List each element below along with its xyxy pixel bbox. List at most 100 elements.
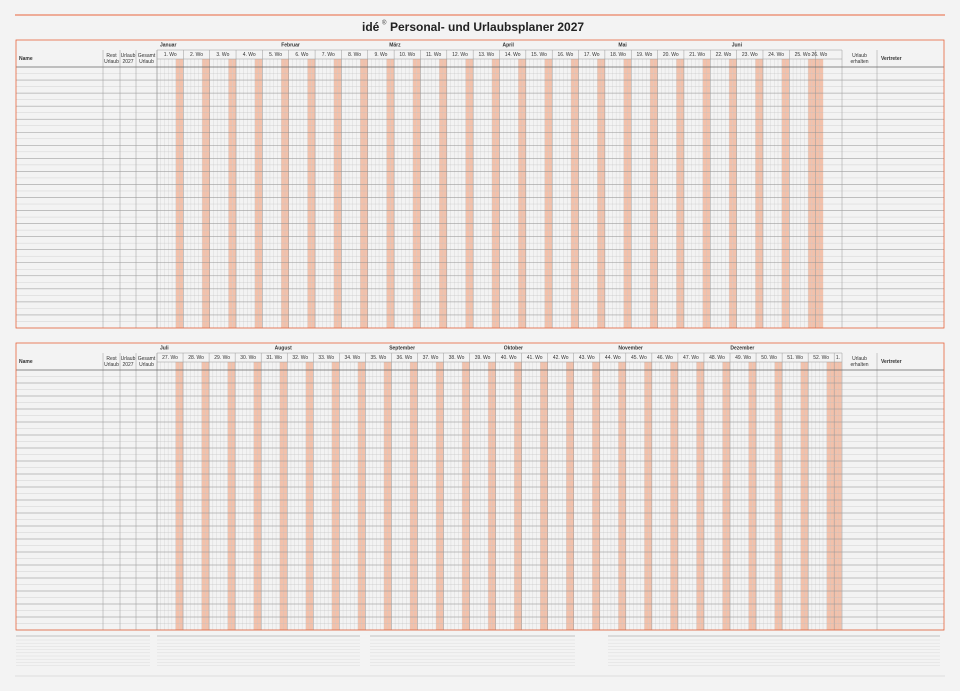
week-label: 33. Wo xyxy=(318,355,334,361)
planner-half: 27. Wo 28. Wo 29. Wo 30. Wo 31. Wo 32. Wo 33. … xyxy=(15,342,945,631)
month-label: Dezember xyxy=(730,345,754,351)
rest-header: Urlaub xyxy=(104,362,119,368)
weekend-shade xyxy=(412,59,417,328)
gesamt-header: Urlaub xyxy=(139,362,154,368)
weekend-shade xyxy=(309,362,314,630)
weekend-shade xyxy=(785,59,790,328)
weekend-shade xyxy=(175,362,180,630)
weekend-shade xyxy=(543,362,548,630)
name-header: Name xyxy=(19,359,33,365)
weekend-shade xyxy=(732,59,737,328)
week-label: 22. Wo xyxy=(716,52,732,58)
weekend-shade xyxy=(834,362,838,630)
week-label: 19. Wo xyxy=(637,52,653,58)
week-label: 7. Wo xyxy=(322,52,335,58)
weekend-shade xyxy=(804,362,809,630)
weekend-shade xyxy=(361,362,366,630)
week-label: 15. Wo xyxy=(531,52,547,58)
month-label: Juni xyxy=(732,42,743,48)
planner-half: 1. Wo 2. Wo 3. Wo 4. Wo 5. Wo 6. Wo 7. Wo 8. Wo… xyxy=(15,39,945,329)
urlaub-header: 2027 xyxy=(122,59,133,65)
weekend-shade xyxy=(386,59,391,328)
weekend-shade xyxy=(648,362,652,630)
weekend-shade xyxy=(284,59,289,328)
week-label: 1. Wo xyxy=(164,52,177,58)
week-label: 42. Wo xyxy=(553,355,569,361)
week-label: 16. Wo xyxy=(557,52,573,58)
weekend-shade xyxy=(331,362,336,630)
month-label: November xyxy=(618,345,643,351)
planner-halves: 1. Wo 2. Wo 3. Wo 4. Wo 5. Wo 6. Wo 7. Wo 8. Wo… xyxy=(15,39,945,631)
weekend-shade xyxy=(257,362,262,630)
week-label: 24. Wo xyxy=(768,52,784,58)
week-label: 18. Wo xyxy=(610,52,626,58)
weekend-shade xyxy=(597,59,602,328)
rest-header: Urlaub xyxy=(104,59,119,65)
week-label: 4. Wo xyxy=(243,52,256,58)
weekend-shade xyxy=(491,362,496,630)
week-label: 30. Wo xyxy=(240,355,256,361)
weekend-shade xyxy=(811,59,816,328)
brand: idé xyxy=(362,20,380,34)
month-label: Januar xyxy=(160,42,176,48)
weekend-shade xyxy=(574,59,579,328)
weekend-shade xyxy=(722,362,727,630)
weekend-shade xyxy=(819,59,824,328)
weekend-shade xyxy=(752,362,757,630)
weekend-shade xyxy=(650,59,654,328)
weekend-shade xyxy=(201,362,206,630)
weekend-shade xyxy=(726,362,731,630)
weekend-shade xyxy=(702,59,707,328)
weekend-shade xyxy=(462,362,466,630)
footer-tables xyxy=(15,635,945,677)
erhalten-header: erhalten xyxy=(850,59,868,65)
weekend-shade xyxy=(670,362,675,630)
weekend-shade xyxy=(601,59,605,328)
weekend-shade xyxy=(495,59,500,328)
month-label: August xyxy=(275,345,293,351)
weekend-shade xyxy=(596,362,600,630)
weekend-shade xyxy=(566,362,571,630)
week-label: 51. Wo xyxy=(787,355,803,361)
weekend-shade xyxy=(544,59,549,328)
weekend-shade xyxy=(622,362,626,630)
weekend-shade xyxy=(592,362,597,630)
weekend-shade xyxy=(357,362,362,630)
weekend-shade xyxy=(759,59,763,328)
weekend-shade xyxy=(232,59,237,328)
gesamt-header: Gesamt xyxy=(138,53,156,59)
month-label: September xyxy=(389,345,415,351)
gesamt-header: Gesamt xyxy=(138,356,156,362)
erhalten-header: erhalten xyxy=(850,362,868,368)
weekend-shade xyxy=(755,59,760,328)
urlaub-header: 2027 xyxy=(122,362,133,368)
weekend-shade xyxy=(337,59,342,328)
weekend-shade xyxy=(623,59,628,328)
week-label: 48. Wo xyxy=(709,355,725,361)
weekend-shade xyxy=(830,362,835,630)
weekend-shade xyxy=(696,362,701,630)
weekend-shade xyxy=(311,59,316,328)
weekend-shade xyxy=(413,362,418,630)
week-label: 6. Wo xyxy=(295,52,308,58)
week-label: 3. Wo xyxy=(216,52,229,58)
weekend-shade xyxy=(514,362,518,630)
week-label: 36. Wo xyxy=(397,355,413,361)
registered-mark: ® xyxy=(382,20,387,27)
weekend-shade xyxy=(279,362,284,630)
weekend-shade xyxy=(778,362,783,630)
weekend-shade xyxy=(815,59,820,328)
vertreter-header: Vertreter xyxy=(881,359,902,365)
week-label: 32. Wo xyxy=(292,355,308,361)
weekend-shade xyxy=(518,59,523,328)
weekend-shade xyxy=(570,362,574,630)
week-label: 40. Wo xyxy=(501,355,517,361)
week-label: 49. Wo xyxy=(735,355,751,361)
month-label: Oktober xyxy=(504,345,523,351)
week-label: 27. Wo xyxy=(162,355,178,361)
week-label: 11. Wo xyxy=(426,52,442,58)
weekend-shade xyxy=(522,59,526,328)
title: Personal- und Urlaubsplaner 2027 xyxy=(390,20,584,34)
weekend-shade xyxy=(469,59,474,328)
